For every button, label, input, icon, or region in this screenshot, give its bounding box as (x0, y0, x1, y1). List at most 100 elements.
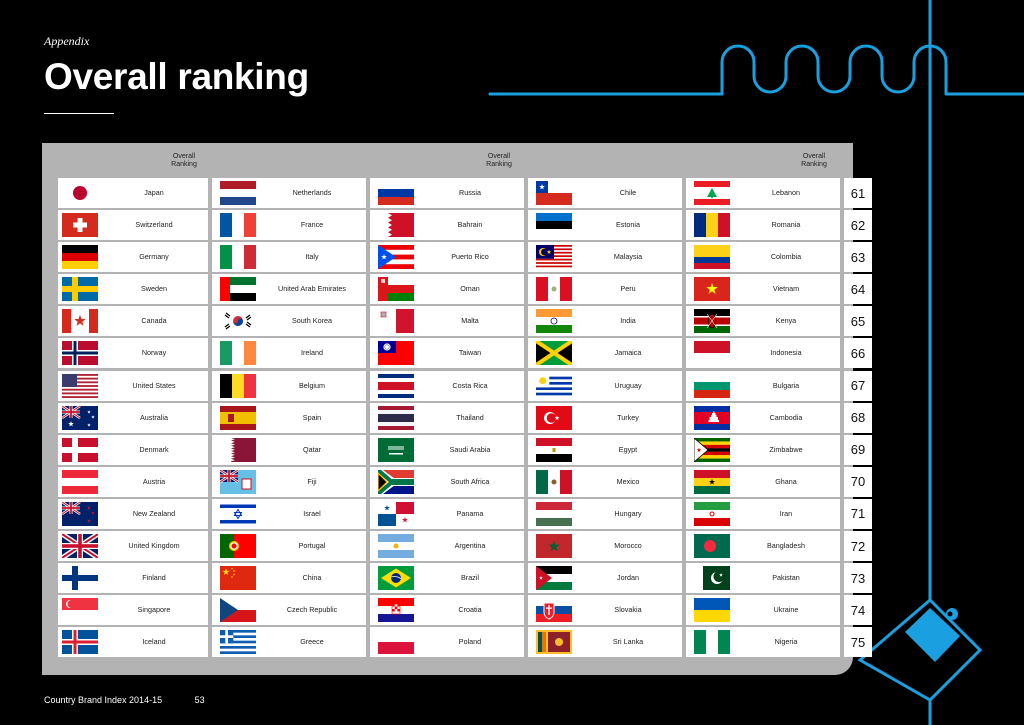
ranking-row: France17 (216, 210, 398, 241)
country-name: Hungary (614, 508, 642, 518)
flag-sa-icon (378, 437, 414, 462)
ranking-row: Zimbabwe 69 (690, 434, 872, 465)
flag-ir-icon (694, 501, 730, 526)
flag-nz-icon (62, 501, 98, 526)
page-title: Overall ranking (44, 56, 309, 97)
country-name: Nigeria (774, 637, 798, 647)
ranking-row: Estonia47 (532, 210, 714, 241)
ranking-row: Poland45 (374, 627, 556, 658)
flag-th-icon (378, 405, 414, 430)
country-name: Saudi Arabia (449, 444, 491, 454)
overall-rank: 72 (844, 531, 872, 562)
ranking-row: Malta35 (374, 306, 556, 337)
ranking-row: Croatia44 (374, 595, 556, 626)
ranking-row: Uruguay52 (532, 370, 714, 401)
ranking-row: Greece30 (216, 627, 398, 658)
flag-bd-icon (694, 534, 730, 559)
country-name: Czech Republic (286, 605, 338, 615)
ranking-row: Canada5 (58, 306, 240, 337)
flag-es-icon (220, 405, 256, 430)
flag-ae-icon (220, 277, 256, 302)
country-name: Belgium (299, 380, 325, 390)
ranking-row: Mexico55 (532, 466, 714, 497)
flag-lk-icon (536, 630, 572, 655)
country-name: Egypt (618, 444, 638, 454)
flag-hr-icon (378, 598, 414, 623)
ranking-row: Denmark9 (58, 434, 240, 465)
ranking-row: Bahrain32 (374, 210, 556, 241)
country-name: South Korea (292, 316, 332, 326)
country-name: United Arab Emirates (278, 284, 346, 294)
flag-no-icon (62, 341, 98, 366)
ranking-row: Iran 71 (690, 498, 872, 529)
ranking-row: Lebanon 61 (690, 178, 872, 208)
ranking-row: Hungary56 (532, 498, 714, 529)
flag-lb-icon (694, 181, 730, 205)
ranking-row: Japan1 (58, 178, 240, 208)
overall-rank: 67 (844, 370, 872, 401)
ranking-row: Russia31 (374, 178, 556, 208)
country-name: Puerto Rico (451, 252, 489, 262)
country-name: Mexico (616, 476, 640, 486)
ranking-row: Czech Republic29 (216, 595, 398, 626)
flag-fj-icon (220, 469, 256, 494)
ranking-row: Brazil43 (374, 563, 556, 594)
flag-jp-icon (62, 181, 98, 205)
country-name: Germany (139, 252, 169, 262)
country-name: Zimbabwe (769, 444, 803, 454)
overall-rank: 74 (844, 595, 872, 626)
flag-gb-icon (62, 534, 98, 559)
ranking-row: Slovakia59 (532, 595, 714, 626)
overall-rank: 75 (844, 627, 872, 658)
country-name: Greece (300, 637, 324, 647)
ranking-row: Nigeria 75 (690, 627, 872, 658)
overall-rank: 73 (844, 563, 872, 594)
ranking-row: Israel26 (216, 498, 398, 529)
ranking-row: Jordan58 (532, 563, 714, 594)
flag-br-icon (378, 566, 414, 591)
ranking-row: Sri Lanka60 (532, 627, 714, 658)
flag-dk-icon (62, 437, 98, 462)
ranking-row: Italy18 (216, 242, 398, 273)
title-underline (44, 113, 114, 114)
ranking-row: United Arab Emirates19 (216, 274, 398, 305)
flag-cl-icon (536, 181, 572, 205)
country-name: Vietnam (772, 284, 800, 294)
country-name: Malta (461, 316, 479, 326)
country-name: Iran (779, 508, 793, 518)
ranking-row: Oman34 (374, 274, 556, 305)
flag-ke-icon (694, 309, 730, 334)
country-name: Canada (141, 316, 167, 326)
flag-jo-icon (536, 566, 572, 591)
overall-rank: 64 (844, 274, 872, 305)
country-name: Australia (140, 412, 168, 422)
flag-hu-icon (536, 501, 572, 526)
flag-sg-icon (62, 598, 98, 623)
flag-au-icon (62, 405, 98, 430)
overall-rank: 66 (844, 338, 872, 369)
flag-om-icon (378, 277, 414, 302)
flag-fr-icon (220, 213, 256, 238)
overall-rank: 68 (844, 402, 872, 433)
overall-rank: 71 (844, 498, 872, 529)
flag-id-icon (694, 341, 730, 366)
ranking-row: Switzerland2 (58, 210, 240, 241)
overall-rank: 69 (844, 434, 872, 465)
flag-zw-icon (694, 437, 730, 462)
flag-il-icon (220, 501, 256, 526)
flag-fi-icon (62, 566, 98, 591)
flag-vn-icon (694, 277, 730, 302)
section-label: Appendix (44, 34, 90, 48)
ranking-row: Australia8 (58, 402, 240, 433)
flag-cz-icon (220, 598, 256, 623)
flag-at-icon (62, 469, 98, 494)
country-name: Japan (144, 188, 164, 197)
flag-za-icon (378, 469, 414, 494)
country-name: Netherlands (292, 188, 332, 197)
ranking-row: Germany3 (58, 242, 240, 273)
ranking-row: Ukraine 74 (690, 595, 872, 626)
country-name: Kenya (775, 316, 797, 326)
flag-ro-icon (694, 213, 730, 238)
country-name: Portugal (298, 541, 326, 551)
